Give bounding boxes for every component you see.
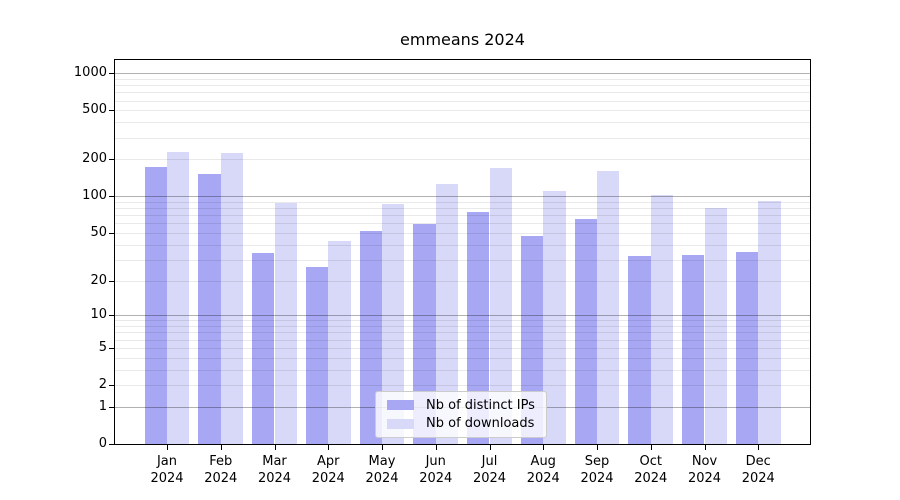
bar-distinct-ips-nov	[682, 254, 705, 444]
legend-swatch-downloads	[387, 418, 414, 429]
y-tick-label: 1	[98, 398, 107, 414]
legend-label: Nb of distinct IPs	[426, 397, 535, 413]
gridline-major	[115, 73, 810, 75]
y-tick-mark	[109, 347, 115, 349]
y-tick-mark	[109, 444, 115, 445]
x-tick-mark	[435, 444, 437, 450]
y-tick-mark	[109, 280, 115, 282]
bar-distinct-ips-jun	[413, 224, 436, 444]
y-tick-mark	[109, 110, 115, 112]
y-tick-label: 20	[90, 272, 107, 288]
x-tick-label-nov: Nov 2024	[687, 454, 722, 486]
y-tick-mark	[109, 315, 115, 317]
bar-downloads-oct	[650, 194, 674, 444]
gridline-minor	[115, 85, 810, 87]
x-tick-label-jul: Jul 2024	[472, 454, 507, 486]
bar-downloads-may	[382, 204, 405, 444]
x-tick-mark	[758, 444, 760, 450]
legend-swatch-distinct-ips	[387, 400, 414, 411]
bar-downloads-jul	[489, 168, 512, 444]
y-tick-mark	[109, 196, 115, 198]
bar-downloads-sep	[597, 170, 620, 444]
gridline-minor	[115, 92, 810, 94]
bar-distinct-ips-jul	[467, 211, 490, 444]
x-tick-mark	[543, 444, 545, 450]
bar-distinct-ips-apr	[305, 267, 329, 444]
y-tick-label: 5	[98, 339, 107, 355]
gridline-minor	[115, 122, 810, 124]
bar-downloads-dec	[758, 201, 781, 444]
bar-distinct-ips-jan	[144, 167, 167, 444]
legend-item: Nb of distinct IPs	[384, 398, 538, 413]
x-tick-mark	[167, 444, 168, 450]
x-tick-label-dec: Dec 2024	[741, 454, 775, 486]
x-tick-label-apr: Apr 2024	[311, 454, 345, 486]
bar-downloads-jan	[167, 151, 190, 444]
legend-item: Nb of downloads	[384, 416, 538, 431]
plot-area	[114, 59, 811, 445]
legend-label: Nb of downloads	[426, 416, 535, 432]
gridline-minor	[115, 100, 810, 102]
chart-title: emmeans 2024	[400, 30, 525, 49]
bar-downloads-jun	[435, 183, 459, 444]
y-tick-label: 50	[90, 224, 107, 240]
y-tick-label: 500	[82, 102, 107, 118]
y-tick-label: 2	[98, 377, 107, 393]
y-tick-mark	[109, 232, 115, 234]
x-tick-label-mar: Mar 2024	[257, 454, 292, 486]
legend: Nb of distinct IPs Nb of downloads	[375, 391, 547, 438]
gridline-minor	[115, 110, 810, 112]
x-tick-mark	[597, 444, 598, 450]
gridline-minor	[115, 159, 810, 161]
x-tick-label-sep: Sep 2024	[580, 454, 614, 486]
bar-distinct-ips-oct	[628, 256, 651, 444]
bar-distinct-ips-feb	[198, 174, 221, 444]
x-tick-label-aug: Aug 2024	[526, 454, 560, 486]
y-tick-label: 10	[90, 307, 107, 323]
y-tick-mark	[109, 159, 115, 161]
x-tick-label-jun: Jun 2024	[419, 454, 453, 486]
x-tick-mark	[328, 444, 330, 450]
gridline-minor	[115, 78, 810, 80]
bar-distinct-ips-may	[359, 230, 382, 444]
y-tick-label: 200	[82, 151, 107, 167]
x-tick-mark	[274, 444, 276, 450]
x-tick-mark	[382, 444, 383, 450]
bar-distinct-ips-mar	[252, 253, 275, 444]
y-tick-mark	[109, 406, 115, 408]
y-tick-label: 100	[82, 188, 107, 204]
gridline-minor	[115, 137, 810, 139]
bar-downloads-feb	[220, 153, 244, 444]
bar-distinct-ips-sep	[574, 219, 597, 444]
y-tick-label: 1000	[73, 65, 107, 81]
bar-downloads-apr	[328, 240, 351, 444]
y-tick-mark	[109, 385, 115, 387]
x-tick-label-jan: Jan 2024	[150, 454, 184, 486]
x-tick-mark	[489, 444, 491, 450]
bar-downloads-aug	[543, 190, 566, 444]
x-tick-mark	[220, 444, 222, 450]
bar-distinct-ips-dec	[735, 251, 759, 444]
bar-downloads-mar	[274, 202, 297, 444]
x-tick-mark	[704, 444, 706, 450]
x-tick-label-feb: Feb 2024	[204, 454, 238, 486]
x-tick-label-oct: Oct 2024	[634, 454, 668, 486]
x-tick-mark	[650, 444, 652, 450]
bar-downloads-nov	[704, 208, 727, 444]
x-tick-label-may: May 2024	[365, 454, 399, 486]
y-tick-label: 0	[98, 436, 107, 451]
y-tick-mark	[109, 73, 115, 75]
